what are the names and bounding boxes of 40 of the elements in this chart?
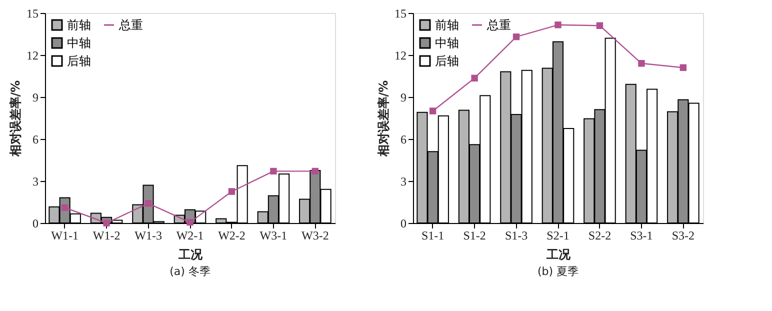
x-tick-label: W2-1 xyxy=(176,228,204,242)
y-tick-label: 9 xyxy=(32,90,38,104)
x-tick-label: S1-2 xyxy=(463,228,486,242)
y-tick-label: 0 xyxy=(400,216,406,230)
x-tick-label: W1-1 xyxy=(51,228,78,242)
y-tick-label: 6 xyxy=(400,132,406,146)
y-tick-label: 6 xyxy=(32,132,38,146)
legend-label: 后轴 xyxy=(67,54,91,68)
text: (b) 夏季 xyxy=(537,265,579,278)
y-axis-title: 相对误差率/% xyxy=(376,80,390,158)
x-axis-title: 工况 xyxy=(178,248,204,262)
x-tick-label: S1-1 xyxy=(421,228,444,242)
legend-label: 后轴 xyxy=(435,54,459,68)
y-tick-label: 9 xyxy=(400,90,406,104)
y-tick-label: 12 xyxy=(394,48,406,62)
legend-label: 前轴 xyxy=(435,18,459,32)
y-tick-label: 15 xyxy=(26,6,38,20)
x-tick-label: S2-2 xyxy=(588,228,612,242)
y-tick-label: 3 xyxy=(400,174,406,188)
x-tick-label: W1-2 xyxy=(92,228,120,242)
x-axis-title: 工况 xyxy=(546,248,572,262)
text: (a) 冬季 xyxy=(170,265,210,278)
legend-label: 中轴 xyxy=(67,36,91,50)
x-tick-label: S3-1 xyxy=(630,228,653,242)
x-tick-label: S1-3 xyxy=(504,228,528,242)
y-tick-label: 12 xyxy=(26,48,38,62)
legend-label: 前轴 xyxy=(67,18,91,32)
y-axis-title: 相对误差率/% xyxy=(8,80,22,158)
legend-label: 中轴 xyxy=(435,36,459,50)
x-tick-label: S3-2 xyxy=(672,228,695,242)
legend-label: 总重 xyxy=(118,18,143,32)
y-tick-label: 15 xyxy=(394,6,406,20)
x-tick-label: W2-2 xyxy=(218,228,246,242)
x-tick-label: S2-1 xyxy=(546,228,570,242)
x-tick-label: W3-1 xyxy=(260,228,288,242)
x-tick-label: W1-3 xyxy=(134,228,162,242)
legend-label: 总重 xyxy=(486,18,511,32)
y-tick-label: 3 xyxy=(32,174,38,188)
y-tick-label: 0 xyxy=(32,216,38,230)
x-tick-label: W3-2 xyxy=(302,228,329,242)
